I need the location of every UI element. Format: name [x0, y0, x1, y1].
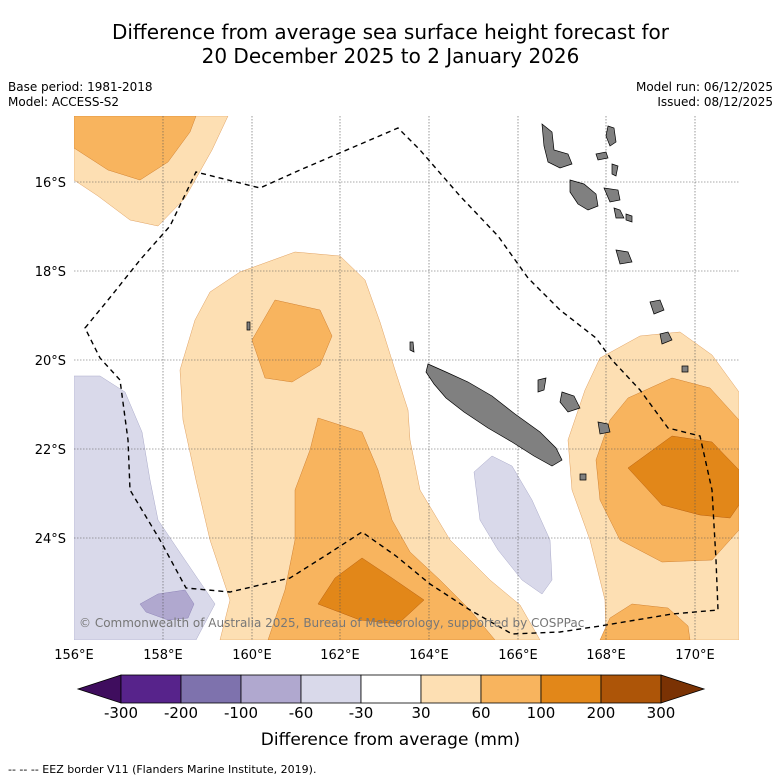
colorbar-tick: 60 [471, 704, 491, 722]
anomaly-region-neg30-neg60-west [74, 375, 216, 640]
longitude-labels: 156°E 158°E 160°E 162°E 164°E 166°E 168°… [54, 648, 715, 663]
southeast-island [659, 331, 673, 345]
lat-label: 20°S [35, 354, 66, 369]
colorbar-tick: 100 [526, 704, 556, 722]
southeast-island [681, 365, 689, 373]
colorbar-segment [180, 674, 242, 704]
colorbar-segment [480, 674, 542, 704]
vanuatu-malakula-island [569, 179, 599, 211]
vanuatu-small-island [613, 207, 625, 219]
lat-label: 24°S [35, 532, 66, 547]
map-area: © Commonwealth of Australia 2025, Bureau… [74, 116, 739, 640]
title-line-2: 20 December 2025 to 2 January 2026 [201, 44, 580, 68]
colorbar-tick: 30 [411, 704, 431, 722]
vanuatu-small-island [605, 125, 617, 147]
eez-legend-footer: -- -- -- EEZ border V11 (Flanders Marine… [8, 763, 317, 776]
colorbar-tick: 300 [646, 704, 676, 722]
model-run-text: Model run: 06/12/2025 [635, 80, 773, 94]
title-line-1: Difference from average sea surface heig… [111, 20, 670, 44]
anomaly-region-60-100-south-central [267, 417, 496, 640]
belep-islet [409, 341, 415, 353]
vanuatu-small-island [595, 151, 609, 161]
lon-label: 168°E [586, 648, 626, 663]
loyalty-islands-ouvea [537, 377, 547, 393]
lon-label: 162°E [320, 648, 360, 663]
anomaly-region-100-200-south-central [317, 557, 425, 625]
colorbar-tick: -60 [288, 704, 314, 722]
lon-label: 164°E [409, 648, 449, 663]
loyalty-islands-mare [597, 421, 611, 435]
vanuatu-tanna-island [615, 249, 633, 265]
anomaly-region-60-100-west-central [251, 299, 333, 383]
colorbar-segment [300, 674, 362, 704]
anomaly-region-60-100-southeast [599, 603, 691, 640]
land-masses [246, 123, 689, 481]
colorbar-extension-low [76, 674, 122, 704]
meta-left: Base period: 1981-2018 Model: ACCESS-S2 [8, 80, 153, 110]
new-caledonia-island [425, 363, 563, 467]
map-gridlines [74, 116, 739, 640]
issued-text: Issued: 08/12/2025 [657, 95, 773, 109]
model-text: Model: ACCESS-S2 [8, 95, 120, 109]
anomaly-region-neg30-neg60-central [473, 455, 553, 595]
colorbar-segment [420, 674, 482, 704]
colorbar-segment [600, 674, 662, 704]
lon-label: 158°E [143, 648, 183, 663]
colorbar-tick: -30 [348, 704, 374, 722]
colorbar-tick: -300 [103, 704, 139, 722]
eez-border-line [84, 127, 719, 635]
lon-label: 166°E [498, 648, 538, 663]
colorbar-segment [540, 674, 602, 704]
meta-right: Model run: 06/12/2025 Issued: 08/12/2025 [636, 80, 773, 110]
colorbar-extension-high [660, 674, 706, 704]
vanuatu-small-island [611, 163, 619, 177]
lon-label: 170°E [675, 648, 715, 663]
lat-label: 16°S [35, 176, 66, 191]
lat-label: 22°S [35, 443, 66, 458]
anomaly-region-100-200-east [627, 435, 739, 519]
isle-of-pines-island [579, 473, 587, 481]
southeast-island [649, 299, 665, 315]
vanuatu-espiritu-santo-island [541, 123, 573, 169]
colorbar-segment [240, 674, 302, 704]
map-copyright: © Commonwealth of Australia 2025, Bureau… [79, 616, 584, 630]
base-period-text: Base period: 1981-2018 [8, 80, 153, 94]
colorbar [76, 674, 706, 704]
vanuatu-efate-island [603, 187, 621, 203]
colorbar-label: Difference from average (mm) [260, 730, 521, 750]
lon-label: 156°E [54, 648, 94, 663]
colorbar-tick: -200 [163, 704, 199, 722]
chesterfield-islet [246, 321, 251, 331]
colorbar-segment [360, 674, 422, 704]
lon-label: 160°E [232, 648, 272, 663]
anomaly-region-60-100-northwest [74, 116, 197, 181]
vanuatu-small-island [625, 213, 633, 223]
anomaly-region-neg60-neg100-west [139, 589, 195, 621]
loyalty-islands-lifou [559, 391, 581, 413]
latitude-labels: 16°S 18°S 20°S 22°S 24°S [35, 176, 66, 547]
colorbar-segment [120, 674, 182, 704]
colorbar-tick: 200 [586, 704, 616, 722]
lat-label: 18°S [35, 265, 66, 280]
colorbar-tick: -100 [223, 704, 259, 722]
